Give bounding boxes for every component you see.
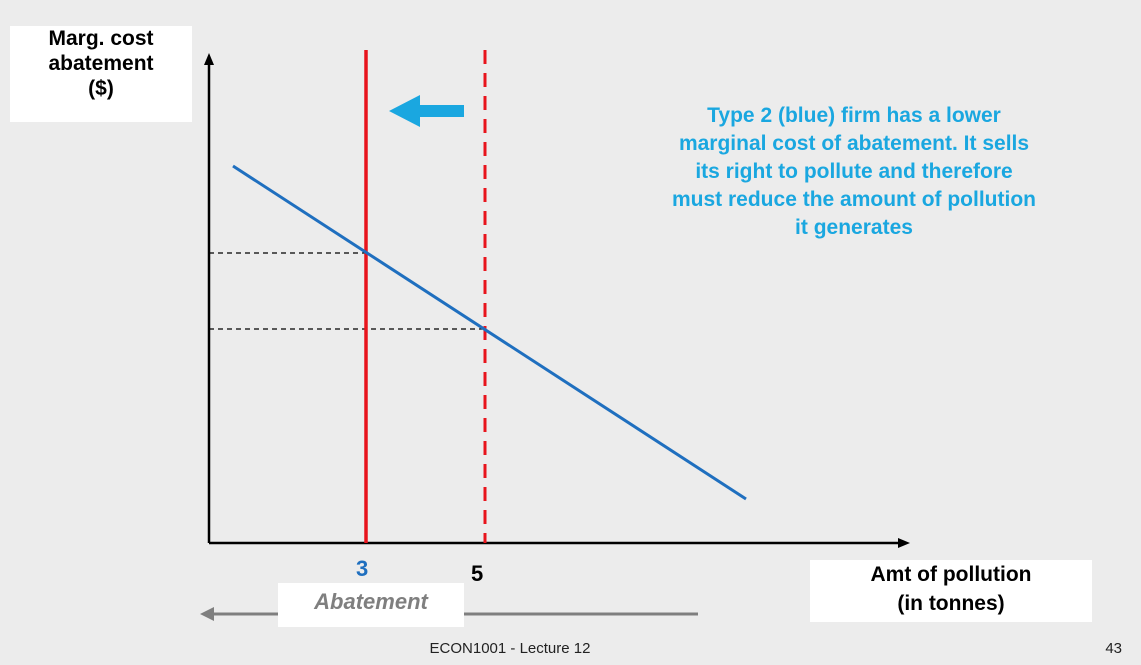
annotation-line-5: it generates — [795, 216, 913, 239]
annotation-line-4: must reduce the amount of pollution — [672, 188, 1036, 211]
annotation-line-1: Type 2 (blue) firm has a lower — [707, 104, 1001, 127]
annotation-line-3: its right to pollute and therefore — [695, 160, 1013, 183]
page-number: 43 — [1105, 640, 1122, 657]
y-axis-label-line-1: Marg. cost — [48, 27, 154, 50]
tick-label-initial: 5 — [471, 561, 484, 586]
y-axis-label-line-2: abatement — [48, 52, 154, 75]
tick-label-firm2: 3 — [356, 556, 369, 581]
annotation-text: Type 2 (blue) firm has a lower marginal … — [608, 102, 1100, 242]
annotation-line-2: marginal cost of abatement. It sells — [678, 132, 1030, 155]
x-axis-label-line-1: Amt of pollution — [870, 563, 1032, 586]
abatement-label-box: Abatement — [278, 583, 464, 627]
arrow-shaft — [418, 105, 464, 117]
abatement-arrow-icon — [200, 607, 214, 621]
left-arrow-icon — [389, 95, 420, 127]
x-axis-arrowhead — [898, 538, 910, 548]
y-axis-arrowhead — [204, 53, 214, 65]
abatement-label: Abatement — [314, 589, 428, 614]
x-axis-label: Amt of pollution (in tonnes) — [810, 560, 1092, 622]
x-axis-label-line-2: (in tonnes) — [897, 592, 1005, 615]
slide-footer: ECON1001 - Lecture 12 — [429, 640, 591, 657]
mc-abatement-curve — [232, 164, 747, 501]
y-axis-label: Marg. cost abatement ($) — [10, 26, 192, 122]
y-axis-label-line-3: ($) — [88, 77, 114, 100]
